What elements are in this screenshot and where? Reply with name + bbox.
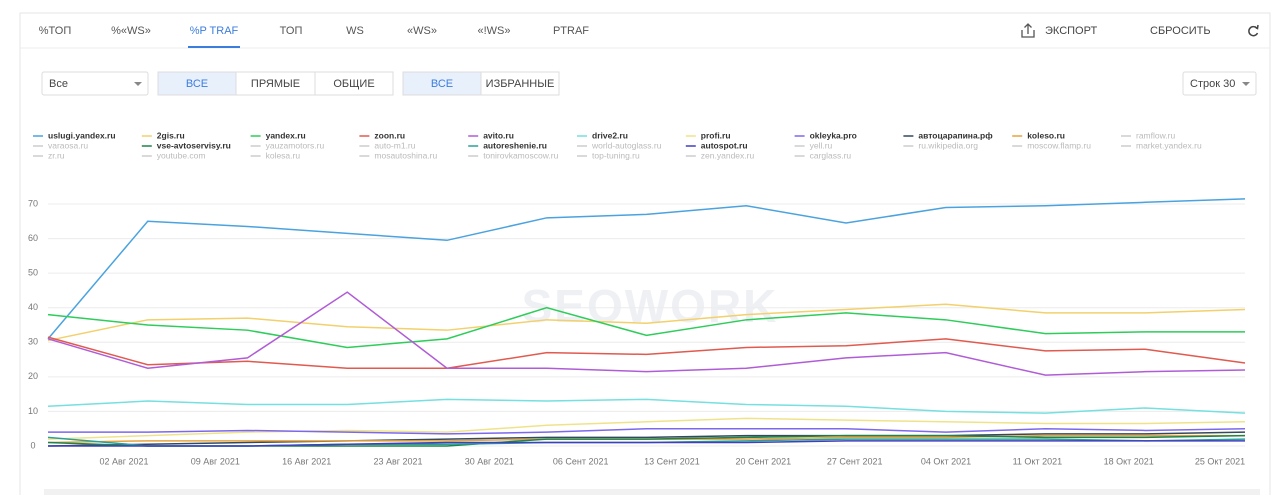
y-tick-label: 20 [28, 371, 38, 381]
tab[interactable]: «WS» [407, 25, 437, 37]
series-line [47, 431, 1246, 447]
legend-label[interactable]: ramflow.ru [1136, 130, 1175, 140]
legend-label[interactable]: kolesa.ru [266, 150, 301, 160]
rows-select[interactable] [1182, 71, 1257, 96]
legend-label[interactable]: carglass.ru [810, 150, 852, 160]
select-arrow [134, 82, 142, 86]
series-line [47, 417, 1246, 440]
select-value[interactable]: Все [49, 78, 68, 90]
tab-underline [188, 46, 240, 48]
legend-label[interactable]: youtube.com [157, 150, 206, 160]
y-tick-label: 50 [28, 268, 38, 278]
legend-label[interactable]: vse-avtoservisy.ru [157, 140, 231, 150]
x-tick-label: 02 Авг 2021 [99, 456, 148, 466]
export-button[interactable]: ЭКСПОРТ [1045, 25, 1097, 37]
legend-label[interactable]: autoreshenie.ru [483, 140, 547, 150]
y-tick-label: 0 [30, 440, 35, 450]
series-line [48, 427, 1246, 435]
x-tick-label: 13 Сент 2021 [644, 456, 700, 466]
legend-label[interactable]: moscow.flamp.ru [1027, 140, 1091, 150]
legend-label[interactable]: автоцарапина.рф [918, 130, 993, 140]
legend-label[interactable]: drive2.ru [592, 130, 628, 140]
series-line [47, 291, 1246, 376]
x-tick-label: 25 Окт 2021 [1195, 456, 1245, 466]
x-tick-label: 11 Окт 2021 [1013, 456, 1063, 466]
toggle-label[interactable]: ИЗБРАННЫЕ [486, 78, 555, 90]
toggle-label[interactable]: ВСЕ [431, 78, 453, 90]
x-tick-label: 30 Авг 2021 [465, 456, 514, 466]
legend-label[interactable]: profi.ru [701, 130, 731, 140]
reset-button[interactable]: СБРОСИТЬ [1150, 25, 1211, 37]
rows-arrow [1242, 82, 1250, 86]
watermark: SEOWORK [522, 280, 779, 332]
tab[interactable]: %ТОП [39, 25, 72, 37]
legend-label[interactable]: auto-m1.ru [374, 140, 415, 150]
x-tick-label: 23 Авг 2021 [373, 456, 422, 466]
legend-label[interactable]: yandex.ru [266, 130, 306, 140]
series-line [47, 306, 1245, 349]
legend-label[interactable]: varaosa.ru [48, 140, 88, 150]
series-line [47, 398, 1246, 414]
x-tick-label: 27 Сент 2021 [827, 456, 883, 466]
legend-label[interactable]: zr.ru [48, 150, 65, 160]
toggle-label[interactable]: ВСЕ [186, 78, 208, 90]
tab[interactable]: WS [346, 25, 364, 37]
rows-value[interactable]: Строк 30 [1190, 78, 1235, 90]
legend-label[interactable]: zen.yandex.ru [701, 150, 755, 160]
x-tick-label: 04 Окт 2021 [921, 456, 971, 466]
tab[interactable]: ТОП [280, 25, 303, 37]
legend-label[interactable]: avito.ru [483, 130, 514, 140]
scrollbar [44, 489, 1260, 495]
series-line [47, 198, 1246, 340]
legend-label[interactable]: koleso.ru [1027, 130, 1065, 140]
export-icon[interactable] [1021, 23, 1035, 38]
legend-label[interactable]: yell.ru [810, 140, 833, 150]
legend-label[interactable]: market.yandex.ru [1136, 140, 1202, 150]
tab[interactable]: %«WS» [111, 25, 151, 37]
legend-label[interactable]: ru.wikipedia.org [918, 140, 978, 150]
x-tick-label: 09 Авг 2021 [191, 456, 240, 466]
legend-label[interactable]: top-tuning.ru [592, 150, 640, 160]
series-line [48, 440, 1245, 447]
series-line [47, 303, 1246, 342]
x-tick-label: 06 Сент 2021 [553, 456, 609, 466]
toggle-button[interactable] [314, 71, 394, 96]
legend-label[interactable]: yauzamotors.ru [266, 140, 325, 150]
x-tick-label: 20 Сент 2021 [736, 456, 792, 466]
tab[interactable]: PTRAF [553, 25, 589, 37]
tab[interactable]: %P TRAF [190, 25, 239, 37]
toggle-label[interactable]: ОБЩИЕ [333, 78, 374, 90]
x-tick-label: 16 Авг 2021 [282, 456, 331, 466]
legend-label[interactable]: zoon.ru [374, 130, 405, 140]
series-line [47, 336, 1246, 369]
toggle-label[interactable]: ПРЯМЫЕ [251, 78, 300, 90]
y-tick-label: 60 [28, 233, 38, 243]
x-tick-label: 18 Окт 2021 [1104, 456, 1154, 466]
select-box[interactable] [41, 71, 149, 96]
y-tick-label: 30 [28, 337, 38, 347]
refresh-icon[interactable] [1248, 24, 1259, 37]
legend-label[interactable]: autospot.ru [701, 140, 748, 150]
toggle-button[interactable] [480, 71, 560, 96]
legend-label[interactable]: uslugi.yandex.ru [48, 130, 116, 140]
y-tick-label: 70 [28, 198, 38, 208]
tab[interactable]: «!WS» [477, 25, 510, 37]
y-tick-label: 40 [28, 302, 38, 312]
legend-label[interactable]: okleyka.pro [810, 130, 857, 140]
legend-label[interactable]: mosautoshina.ru [374, 150, 437, 160]
legend-label[interactable]: 2gis.ru [157, 130, 185, 140]
y-tick-label: 10 [28, 406, 38, 416]
legend-label[interactable]: world-autoglass.ru [591, 140, 662, 150]
legend-label[interactable]: tonirovkamoscow.ru [483, 150, 558, 160]
